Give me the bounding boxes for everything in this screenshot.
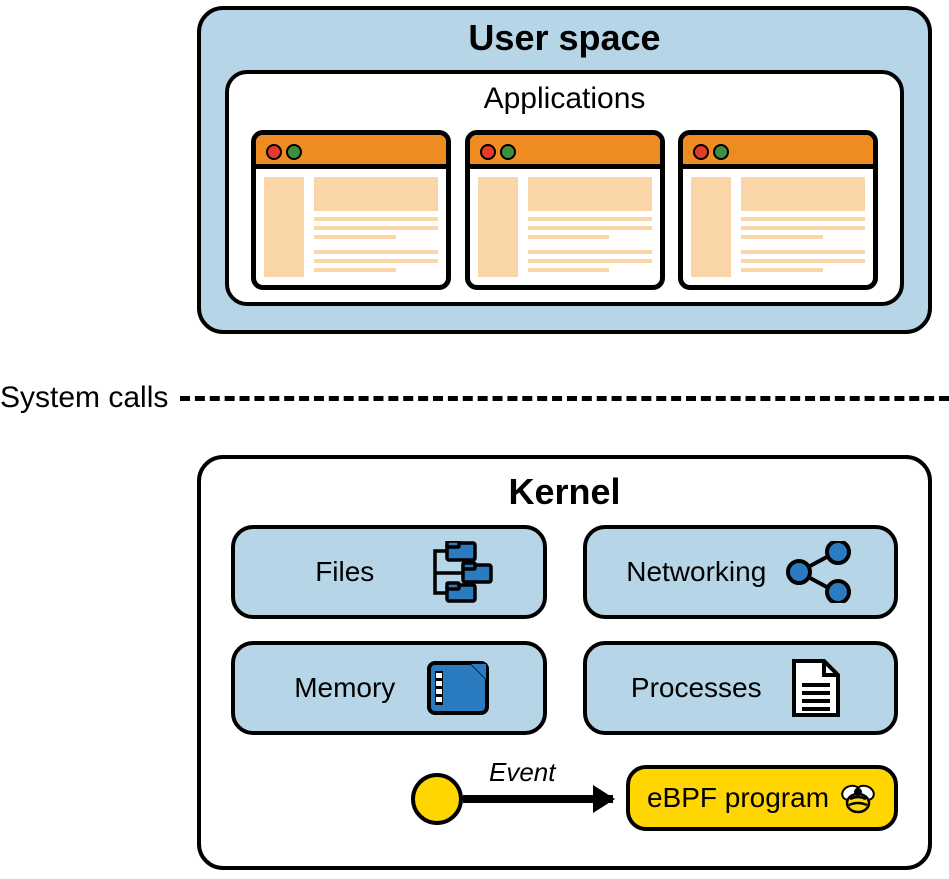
system-calls-divider: System calls [0,378,949,418]
share-nodes-icon [784,541,854,603]
kernel-title: Kernel [201,471,928,513]
subsystem-label: Files [285,556,405,588]
document-lines-icon [780,657,850,719]
kernel-box: Kernel Files Networking [197,455,932,870]
event-node-circle [411,773,463,825]
subsystem-label: Memory [285,672,405,704]
kernel-subsystems-grid: Files Networking Memor [231,525,898,735]
applications-box: Applications [225,70,904,306]
userspace-title: User space [201,20,928,56]
bee-icon [839,781,877,815]
ebpf-program-box: eBPF program [626,765,898,831]
subsystem-label: Processes [631,672,762,704]
event-label: Event [489,757,556,788]
app-window-icon [678,130,878,290]
subsystem-networking: Networking [583,525,899,619]
folder-tree-icon [423,541,493,603]
subsystem-memory: Memory [231,641,547,735]
ebpf-program-label: eBPF program [647,782,829,814]
subsystem-files: Files [231,525,547,619]
applications-label: Applications [229,82,900,116]
app-window-icon [465,130,665,290]
applications-row [251,130,878,280]
system-calls-label: System calls [0,381,168,415]
subsystem-processes: Processes [583,641,899,735]
dashed-line [180,396,949,401]
userspace-box: User space Applications [197,6,932,334]
subsystem-label: Networking [626,556,766,588]
app-window-icon [251,130,451,290]
memory-chip-icon [423,657,493,719]
event-row: Event eBPF program [411,759,898,839]
event-to-ebpf-arrow [463,795,613,803]
